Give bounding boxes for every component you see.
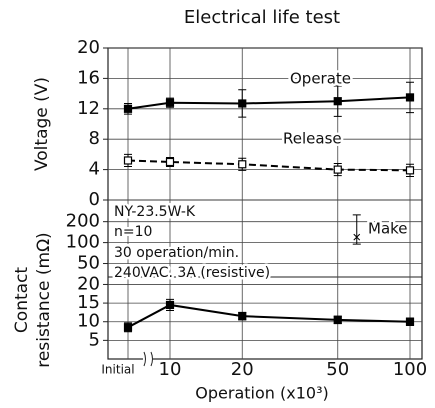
- marker: [123, 323, 133, 332]
- y-axis-label: Voltage (V): [32, 77, 52, 171]
- marker: [165, 157, 175, 167]
- marker: [405, 317, 415, 326]
- y-tick-label: 50: [77, 253, 100, 274]
- x-axis-label: Operation (x10³): [195, 384, 328, 403]
- annotation: 30 operation/min.: [114, 245, 239, 261]
- marker: [123, 156, 133, 165]
- y-axis-label: resistance (mΩ): [34, 232, 54, 367]
- annotation: Make: [368, 220, 408, 238]
- marker: [238, 160, 247, 169]
- annotation: Release: [283, 130, 342, 148]
- marker: [123, 104, 133, 113]
- y-tick-label: 0: [89, 189, 100, 210]
- x-tick-label: 50: [326, 359, 349, 380]
- y-tick-label: 20: [77, 273, 100, 294]
- marker: [165, 98, 175, 107]
- annotation: Operate: [290, 70, 351, 88]
- marker: [165, 300, 175, 310]
- y-tick-label: 20: [77, 37, 100, 58]
- y-tick-label: 10: [77, 311, 100, 332]
- marker: [405, 93, 415, 102]
- marker: [238, 99, 247, 108]
- marker: [333, 165, 342, 174]
- y-tick-label: 12: [77, 98, 100, 119]
- chart-title: Electrical life test: [184, 7, 340, 28]
- x-tick-label: 10: [159, 359, 182, 380]
- y-tick-label: 15: [77, 292, 100, 313]
- y-tick-label: 100: [66, 232, 100, 253]
- marker: [353, 233, 361, 241]
- marker: [405, 166, 415, 175]
- annotation: 240VAC. 3A (resistive): [114, 265, 270, 281]
- x-tick-label: Initial: [101, 363, 134, 377]
- marker: [333, 97, 342, 106]
- error-bar: [352, 214, 361, 245]
- annotation: n=10: [114, 224, 152, 240]
- marker: [333, 315, 342, 324]
- y-axis-label: Contact: [12, 267, 32, 333]
- annotation: NY-23.5W-K: [114, 204, 196, 220]
- y-tick-label: 200: [66, 211, 100, 232]
- x-tick-label: 20: [231, 359, 254, 380]
- y-tick-label: 5: [89, 329, 100, 350]
- marker: [238, 312, 247, 321]
- y-tick-label: 4: [89, 159, 100, 180]
- y-tick-label: 16: [77, 67, 100, 88]
- axis-break: [143, 351, 153, 367]
- x-tick-label: 100: [393, 359, 427, 380]
- y-tick-label: 8: [89, 128, 100, 149]
